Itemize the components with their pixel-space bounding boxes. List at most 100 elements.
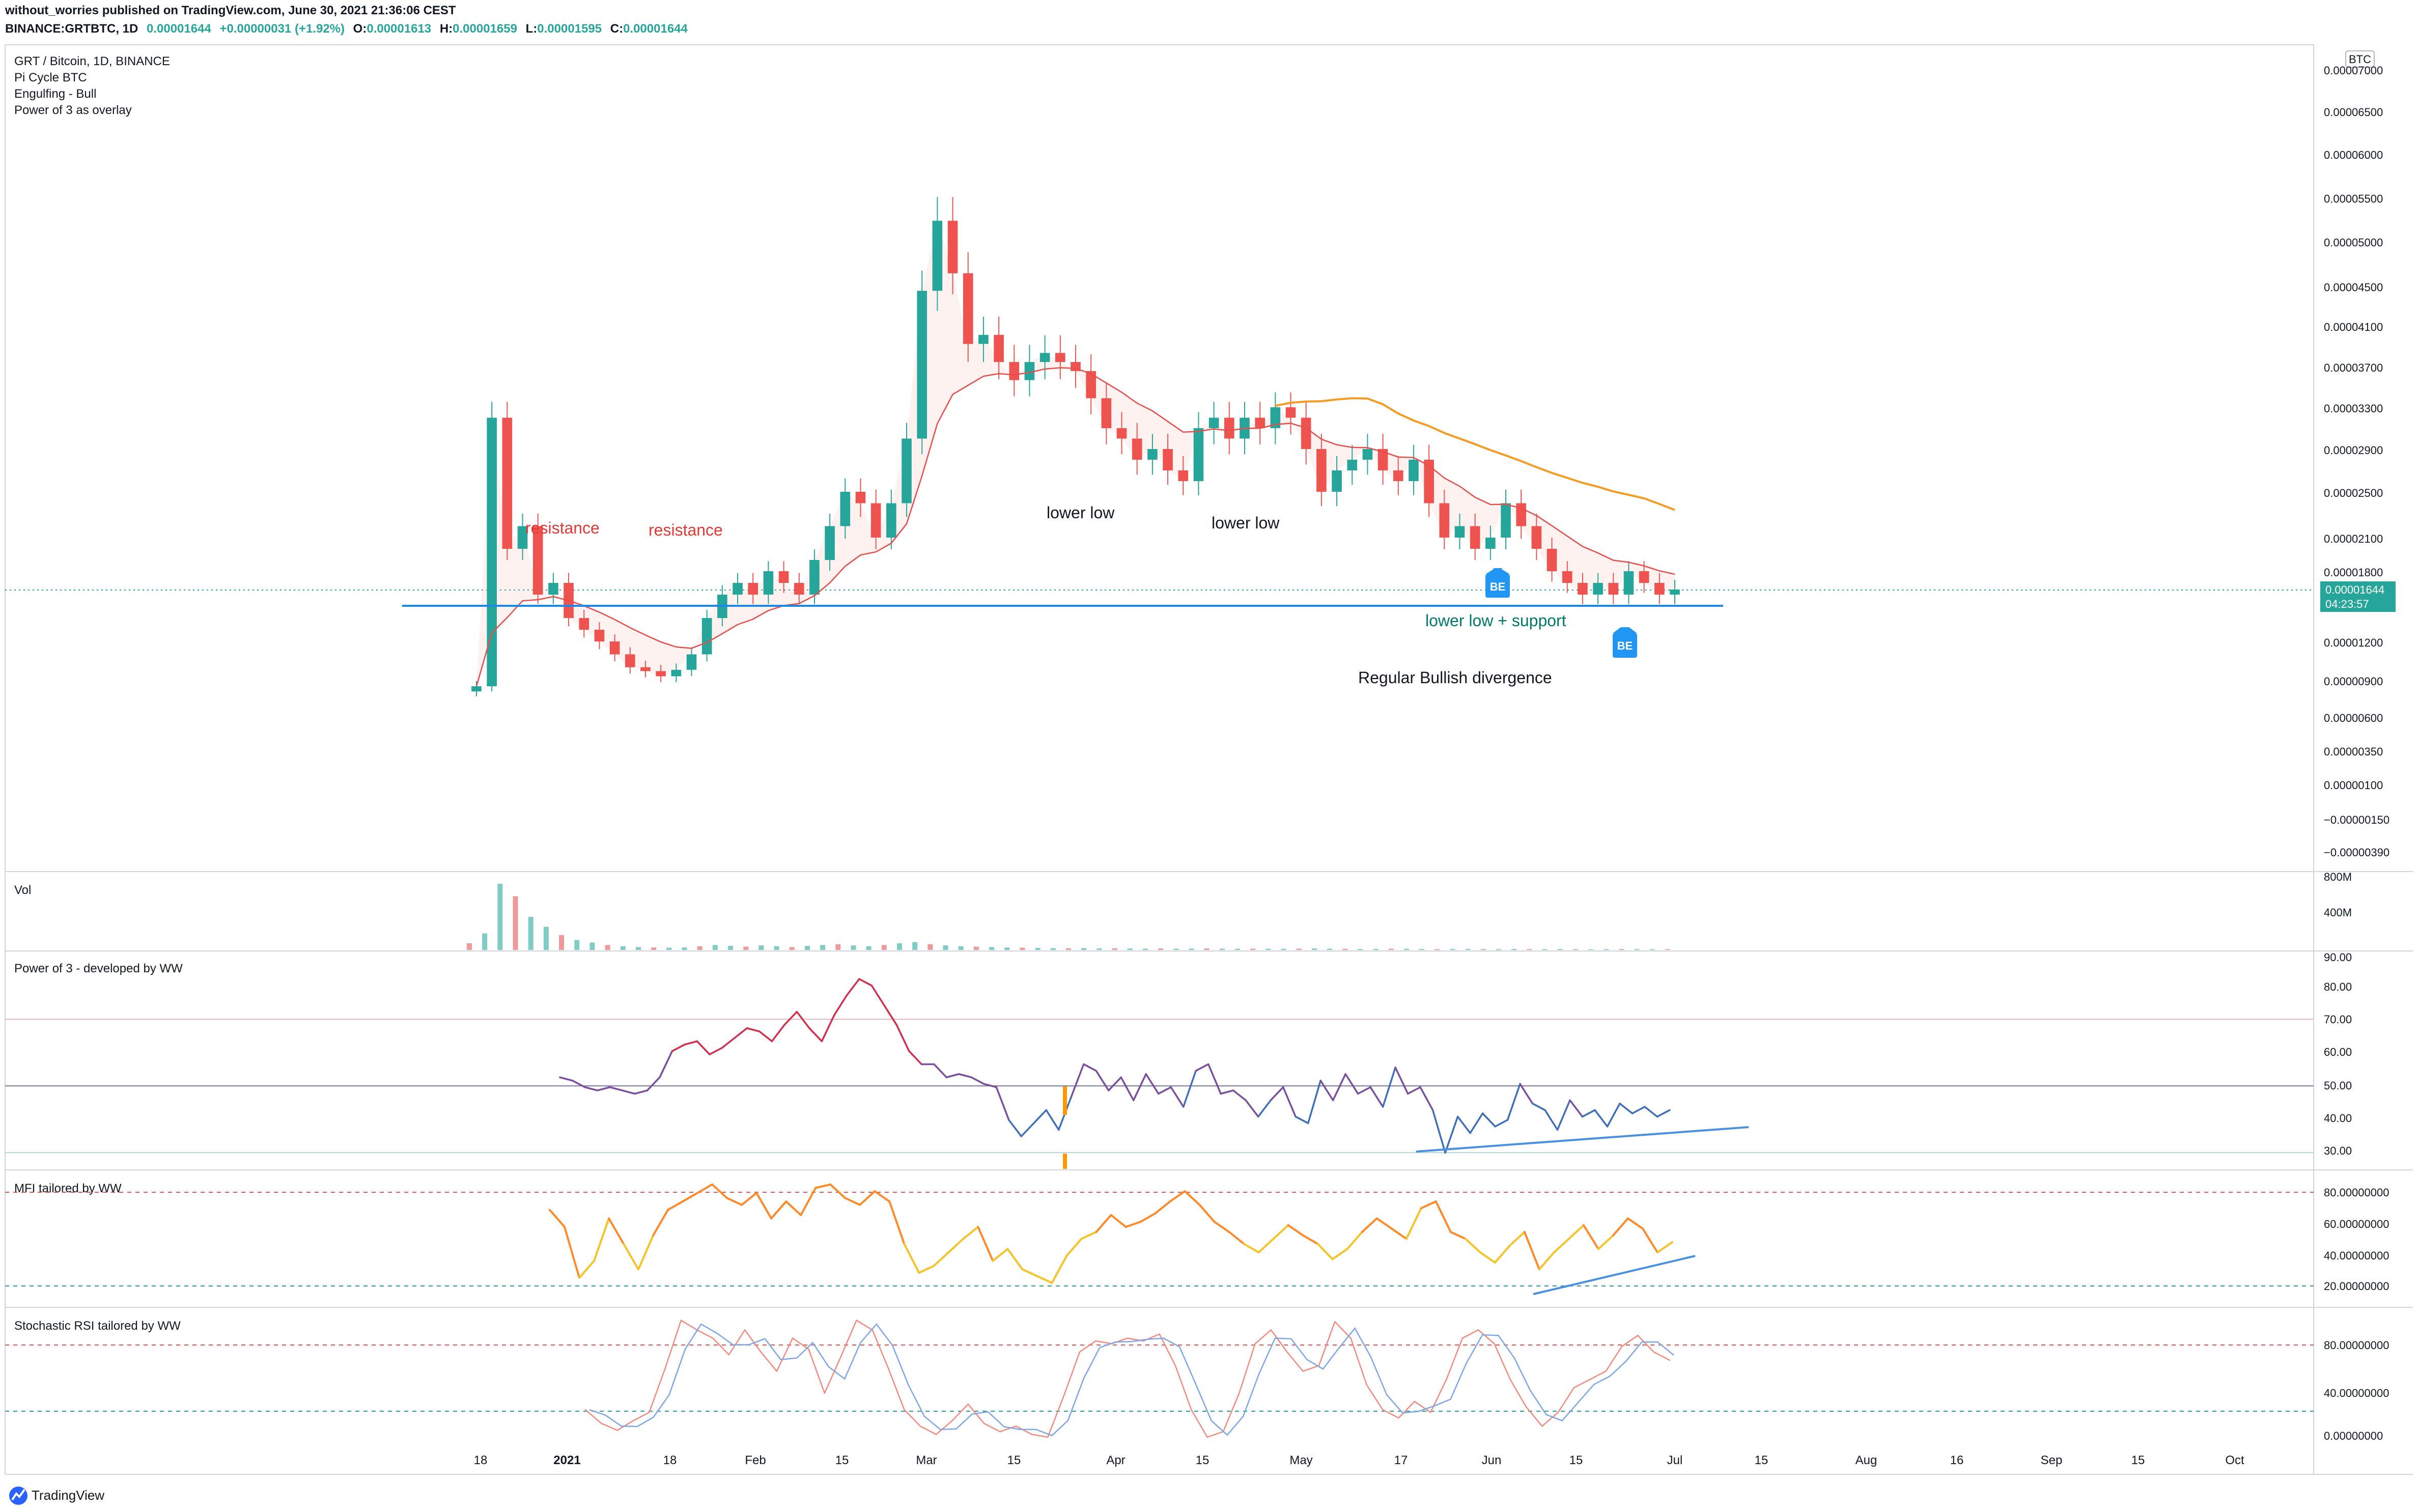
indicator-segment <box>1245 1099 1259 1118</box>
indicator-segment <box>833 994 848 1016</box>
x-tick: Jun <box>1482 1453 1502 1467</box>
indicator-segment <box>1169 1190 1186 1202</box>
legend-item-engulfing: Engulfing - Bull <box>14 87 96 101</box>
indicator-segment <box>839 1320 857 1358</box>
candle <box>947 197 958 295</box>
indicator-segment <box>1494 1343 1511 1380</box>
indicator-segment <box>1346 1231 1363 1250</box>
power3-divergence-trendline[interactable] <box>1416 1126 1749 1153</box>
indicator-segment <box>933 1063 948 1078</box>
candle <box>778 561 789 593</box>
y-tick: 0.00003700 <box>2324 361 2383 374</box>
long-ma-line <box>1275 397 1675 511</box>
volume-bar <box>1296 948 1302 950</box>
candle <box>978 316 989 362</box>
annotation-lower-low-2: lower low <box>1212 514 1280 532</box>
indicator-segment <box>671 1044 686 1052</box>
tradingview-logo: TradingView <box>9 1487 104 1505</box>
indicator-segment <box>887 1367 905 1411</box>
volume-bar <box>774 946 779 950</box>
indicator-segment <box>1553 1238 1570 1253</box>
candle <box>1178 456 1189 495</box>
y-tick: 0.00005500 <box>2324 192 2383 205</box>
high-value: 0.00001659 <box>453 22 517 36</box>
candle <box>686 647 697 677</box>
indicator-segment <box>1567 1224 1585 1240</box>
volume-bar <box>1327 948 1333 950</box>
indicator-segment <box>1184 1190 1201 1206</box>
mfi-divergence-trendline[interactable] <box>1533 1255 1696 1295</box>
volume-bar <box>1388 948 1394 950</box>
indicator-segment <box>1006 1248 1024 1271</box>
candle <box>763 561 774 604</box>
indicator-segment <box>1307 1079 1322 1125</box>
indicator-segment <box>1444 1115 1459 1154</box>
indicator-segment <box>609 1086 624 1091</box>
indicator-segment <box>1361 1217 1378 1233</box>
indicator-segment <box>1063 1351 1081 1397</box>
indicator-segment <box>1095 1070 1110 1091</box>
indicator-segment <box>1523 1231 1540 1271</box>
close-value: 0.00001644 <box>623 22 688 36</box>
volume-bar <box>851 945 856 950</box>
candle <box>1116 412 1127 455</box>
candle <box>1285 392 1296 435</box>
indicator-segment <box>1531 1102 1546 1111</box>
indicator-segment <box>1582 1224 1599 1250</box>
candle <box>855 478 866 517</box>
volume-bar <box>789 947 795 950</box>
candle <box>1608 573 1619 604</box>
indicator-segment <box>935 1420 953 1435</box>
indicator-segment <box>1366 1384 1384 1411</box>
annotation-bullish-divergence: Regular Bullish divergence <box>1358 668 1552 687</box>
indicator-segment <box>1045 1109 1060 1131</box>
y-tick: 80.00000000 <box>2324 1339 2389 1352</box>
y-tick: 0.00000100 <box>2324 779 2383 792</box>
volume-bar <box>513 896 518 950</box>
indicator-segment <box>1414 1401 1431 1413</box>
volume-bar <box>866 946 871 950</box>
y-tick: 0.00006500 <box>2324 106 2383 119</box>
candle <box>1101 383 1112 444</box>
indicator-segment <box>992 1248 1009 1262</box>
y-tick: 0.00001800 <box>2324 566 2383 579</box>
indicator-segment <box>1382 1067 1396 1108</box>
x-tick: 15 <box>1569 1453 1583 1467</box>
candle <box>963 252 973 362</box>
volume-bar <box>682 947 687 950</box>
be-label-late-jun[interactable]: BE <box>1613 627 1637 658</box>
be-label-jun[interactable]: BE <box>1485 568 1510 598</box>
indicator-segment <box>970 1076 985 1085</box>
volume-bar <box>1050 948 1056 950</box>
indicator-segment <box>903 1243 920 1274</box>
volume-bar <box>912 942 918 950</box>
volume-bar <box>728 945 734 950</box>
indicator-segment <box>1369 1086 1384 1108</box>
volume-bar <box>528 917 533 950</box>
indicator-segment <box>821 1014 835 1043</box>
volume-bar <box>1266 948 1271 950</box>
indicator-segment <box>859 1190 876 1206</box>
volume-bar <box>620 946 626 950</box>
indicator-segment <box>1120 1076 1135 1101</box>
candle <box>656 664 666 682</box>
indicator-segment <box>1182 1070 1197 1108</box>
indicator-segment <box>1270 1329 1288 1353</box>
volume-bar <box>1081 948 1087 950</box>
indicator-segment <box>1095 1214 1112 1233</box>
indicator-segment <box>760 1351 778 1372</box>
candle <box>1086 354 1096 415</box>
indicator-segment <box>1350 1337 1368 1386</box>
indicator-segment <box>1508 1231 1526 1247</box>
indicator-segment <box>1446 1337 1464 1380</box>
volume-bar <box>1311 948 1317 950</box>
indicator-segment <box>1405 1207 1422 1240</box>
indicator-segment <box>776 1337 794 1372</box>
indicator-segment <box>871 1329 889 1369</box>
candle <box>748 573 758 604</box>
power3-marker <box>1063 1154 1067 1169</box>
indicator-segment <box>559 1076 574 1082</box>
indicator-segment <box>796 1011 810 1029</box>
open-value: 0.00001613 <box>367 22 431 36</box>
indicator-segment <box>1170 1086 1185 1108</box>
